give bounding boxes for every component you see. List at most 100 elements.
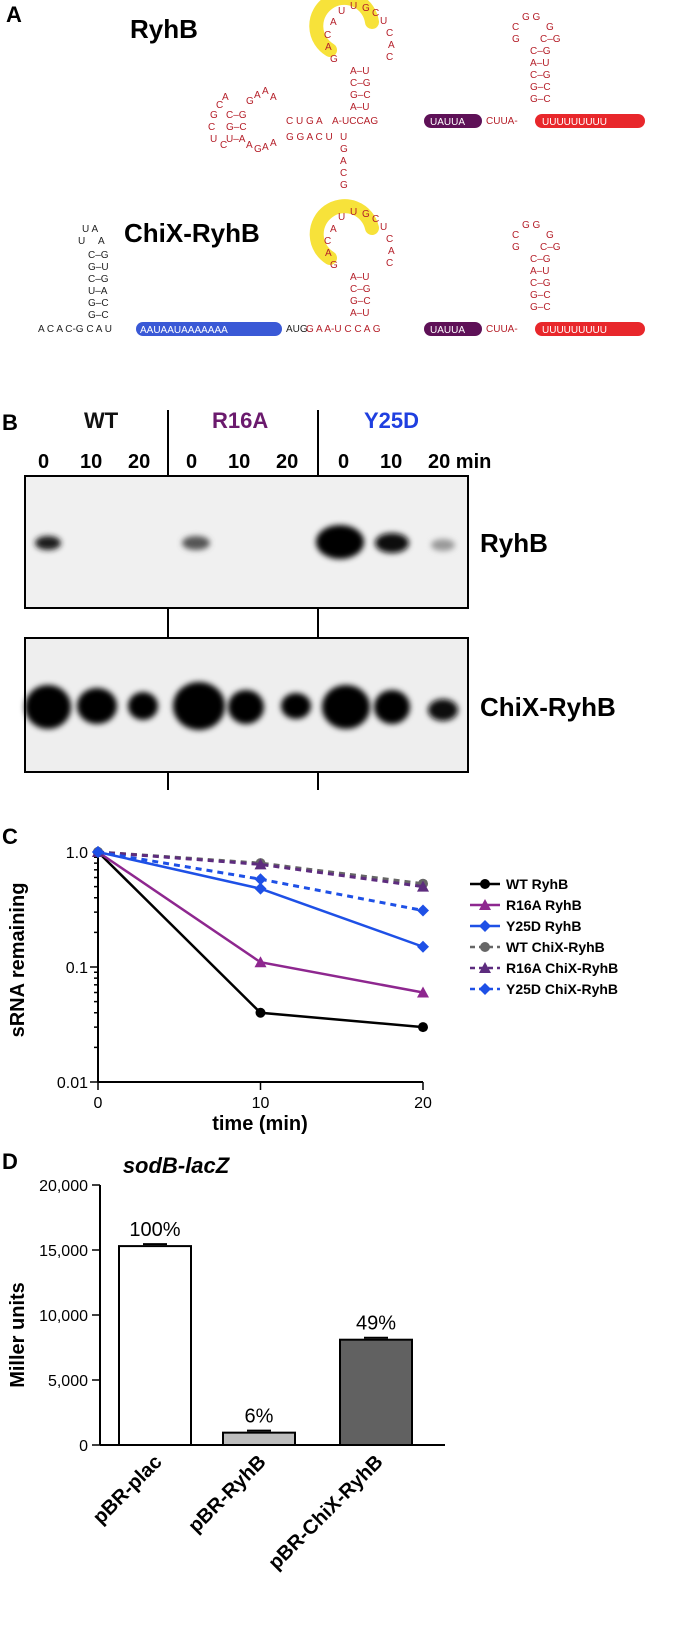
svg-text:A: A: [254, 90, 261, 101]
lane-label: 20: [276, 451, 298, 473]
svg-text:G: G: [546, 230, 554, 241]
svg-text:C–G: C–G: [88, 250, 109, 261]
svg-text:G–C: G–C: [530, 94, 551, 105]
chix-ryhb-title: ChiX-RyhB: [124, 218, 260, 248]
svg-text:G: G: [546, 22, 554, 33]
lane-labels: 0 10 20 0 10 20 0 10 20 min: [38, 451, 491, 473]
bar: [222, 1431, 296, 1446]
svg-text:C: C: [220, 140, 227, 151]
svg-text:U: U: [340, 132, 347, 143]
svg-text:A: A: [388, 40, 395, 51]
chix-seed-loop: AU U G CU CAG CAC A–UC–GG–CA–U: [309, 199, 395, 319]
svg-text:C–G: C–G: [226, 110, 247, 121]
bar: [339, 1338, 413, 1446]
band-y25d-10: [374, 690, 410, 724]
svg-text:C–G: C–G: [530, 254, 551, 265]
lane-label: 20: [128, 451, 150, 473]
data-point: [417, 940, 429, 953]
data-point: [418, 1022, 428, 1033]
panel-d-label: D: [2, 1149, 18, 1174]
svg-text:G: G: [246, 96, 254, 107]
svg-text:G: G: [512, 242, 520, 253]
ryhb-backbone: A-UCCAG: [332, 116, 378, 127]
category-label: pBR-ChiX-RyhB: [264, 1451, 387, 1574]
svg-text:G G A C U: G G A C U: [286, 132, 333, 143]
svg-text:U: U: [78, 236, 85, 247]
svg-text:A: A: [325, 248, 332, 259]
svg-text:G–C: G–C: [88, 298, 109, 309]
svg-text:C–G: C–G: [530, 70, 551, 81]
svg-text:C–G: C–G: [530, 278, 551, 289]
y-axis-label: sRNA remaining: [7, 883, 29, 1038]
legend-marker: [479, 920, 491, 932]
chix-polyu-box: [535, 322, 645, 336]
svg-text:A: A: [330, 224, 337, 235]
chix-backbone-mid: G A A-U C C A G: [306, 324, 381, 335]
y-tick-label: 0: [79, 1438, 88, 1455]
x-tick-label: 10: [252, 1095, 270, 1112]
data-point: [417, 904, 429, 917]
ryhb-polyu: UUUUUUUUU: [542, 117, 607, 128]
chix-polyu: UUUUUUUUU: [542, 325, 607, 336]
svg-text:U: U: [380, 222, 387, 233]
svg-text:C: C: [324, 30, 331, 41]
lane-label: 10: [380, 451, 402, 473]
ryhb-cuua: CUUA-: [486, 116, 518, 127]
svg-text:U–A: U–A: [88, 286, 108, 297]
lane-label: 0: [38, 451, 49, 473]
svg-text:C: C: [340, 168, 347, 179]
svg-text:U: U: [380, 16, 387, 27]
svg-text:C–G: C–G: [350, 284, 371, 295]
svg-text:U: U: [338, 212, 345, 223]
svg-text:A–U: A–U: [530, 266, 549, 277]
svg-text:C: C: [386, 28, 393, 39]
svg-text:A: A: [325, 42, 332, 53]
svg-text:A: A: [262, 86, 269, 97]
band-y25d-10: [375, 533, 409, 553]
data-point: [255, 1007, 266, 1018]
panel-d: D sodB-lacZ Miller units 0 5,000 10,000 15,…: [0, 1145, 681, 1636]
y-tick-label: 0.1: [66, 960, 88, 977]
chix-hairpin: U AU A C–GG–UC–GU–AG–CG–C: [78, 224, 109, 321]
legend-marker: [480, 879, 490, 889]
data-point: [417, 986, 429, 998]
chix-terminator: G GC GG C–G C–GA–UC–GG–CG–C: [512, 220, 561, 313]
svg-text:C U G A: C U G A: [286, 116, 323, 127]
chix-uauua: UAUUA: [430, 325, 465, 336]
svg-text:C: C: [208, 122, 215, 133]
svg-text:C: C: [372, 214, 379, 225]
band-r16a-10: [228, 690, 264, 724]
lane-label: 10: [228, 451, 250, 473]
band-wt-0: [25, 685, 71, 729]
svg-text:G: G: [330, 54, 338, 65]
svg-text:C–G: C–G: [540, 242, 561, 253]
svg-text:G: G: [340, 144, 348, 155]
svg-text:G: G: [340, 180, 348, 191]
panel-a-label: A: [6, 2, 22, 27]
svg-text:A–U: A–U: [530, 58, 549, 69]
chix-backbone-left: A C A C-G C A U: [38, 324, 112, 335]
svg-text:G–C: G–C: [226, 122, 247, 133]
svg-text:A: A: [246, 140, 253, 151]
band-wt-10: [77, 688, 117, 724]
legend-label: WT ChiX-RyhB: [506, 939, 605, 955]
svg-text:G–C: G–C: [88, 310, 109, 321]
bar-value-label: 100%: [129, 1219, 180, 1241]
svg-text:U–A: U–A: [226, 134, 246, 145]
band-r16a-20: [281, 693, 311, 719]
y-tick-label: 15,000: [39, 1243, 88, 1260]
svg-text:C–G: C–G: [530, 46, 551, 57]
y-tick-label: 10,000: [39, 1308, 88, 1325]
y-tick-label: 5,000: [48, 1373, 88, 1390]
panel-b-label: B: [2, 410, 18, 435]
svg-text:C: C: [372, 8, 379, 19]
band-y25d-0: [322, 685, 370, 729]
x-axis-label: time (min): [212, 1113, 308, 1135]
lane-label: 20 min: [428, 451, 491, 473]
svg-text:G–C: G–C: [530, 82, 551, 93]
legend-marker: [479, 899, 491, 910]
legend-marker: [480, 942, 490, 952]
svg-text:U: U: [338, 6, 345, 17]
svg-text:G–U: G–U: [88, 262, 109, 273]
